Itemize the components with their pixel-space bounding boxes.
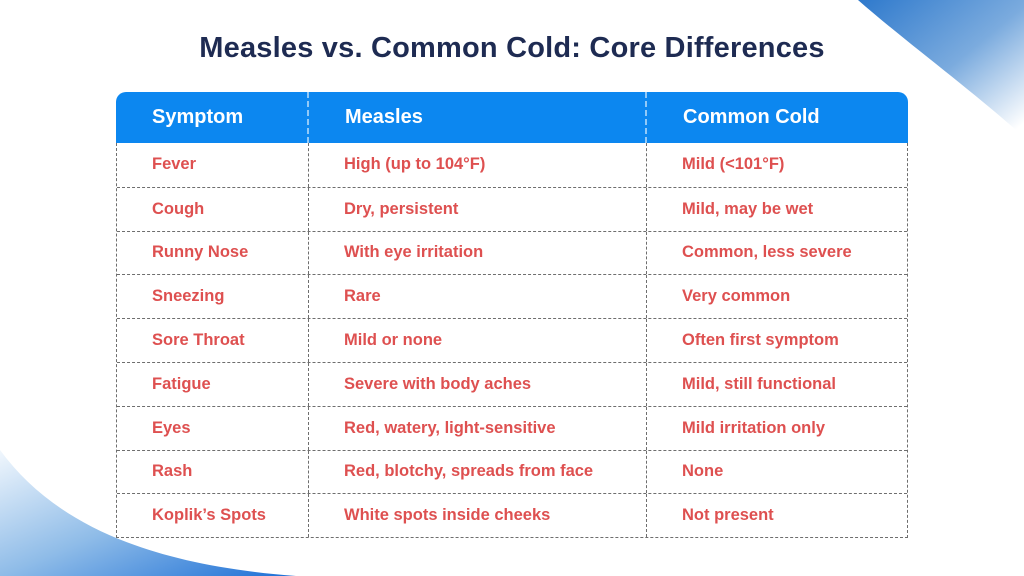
symptom-cell: Koplik’s Spots [152, 506, 266, 525]
table-row: Fatigue Severe with body aches Mild, sti… [117, 361, 907, 406]
measles-cell: Mild or none [308, 319, 646, 362]
common-cold-cell: Mild irritation only [646, 406, 907, 450]
measles-cell: Red, watery, light-sensitive [308, 406, 646, 450]
symptom-cell: Sneezing [152, 287, 225, 306]
common-cold-cell: Very common [646, 275, 907, 319]
measles-cell: High (up to 104°F) [308, 143, 646, 187]
symptom-cell: Eyes [152, 418, 191, 437]
table-body: Fever High (up to 104°F) Mild (<101°F) C… [116, 143, 908, 539]
comparison-table: Symptom Measles Common Cold Fever High (… [116, 92, 908, 539]
common-cold-cell: Mild, may be wet [646, 187, 907, 231]
common-cold-cell: Not present [646, 494, 907, 538]
symptom-cell: Runny Nose [152, 243, 249, 262]
column-header-symptom: Symptom [152, 106, 244, 128]
common-cold-cell: Common, less severe [646, 231, 907, 275]
table-row: Sneezing Rare Very common [117, 274, 907, 319]
measles-cell: Dry, persistent [308, 187, 646, 231]
column-header-measles: Measles [307, 92, 645, 143]
common-cold-cell: Mild, still functional [646, 362, 907, 406]
symptom-cell: Fatigue [152, 374, 211, 393]
measles-cell: Severe with body aches [308, 362, 646, 406]
measles-cell: Red, blotchy, spreads from face [308, 450, 646, 494]
table-row: Runny Nose With eye irritation Common, l… [117, 230, 907, 275]
symptom-cell: Sore Throat [152, 331, 245, 350]
table-row: Sore Throat Mild or none Often first sym… [117, 318, 907, 362]
symptom-cell: Fever [152, 155, 197, 174]
table-row: Cough Dry, persistent Mild, may be wet [117, 186, 907, 231]
common-cold-cell: Often first symptom [646, 319, 907, 362]
table-row: Rash Red, blotchy, spreads from face Non… [117, 449, 907, 494]
page-title: Measles vs. Common Cold: Core Difference… [199, 32, 825, 64]
common-cold-cell: Mild (<101°F) [646, 143, 907, 187]
symptom-cell: Cough [152, 199, 205, 218]
column-header-common-cold: Common Cold [645, 92, 908, 143]
symptom-cell: Rash [152, 462, 193, 481]
table-row: Koplik’s Spots White spots inside cheeks… [117, 493, 907, 538]
measles-cell: Rare [308, 275, 646, 319]
measles-cell: White spots inside cheeks [308, 494, 646, 538]
table-row: Fever High (up to 104°F) Mild (<101°F) [117, 143, 907, 187]
table-row: Eyes Red, watery, light-sensitive Mild i… [117, 405, 907, 450]
table-header-row: Symptom Measles Common Cold [116, 92, 908, 143]
measles-cell: With eye irritation [308, 231, 646, 275]
common-cold-cell: None [646, 450, 907, 494]
